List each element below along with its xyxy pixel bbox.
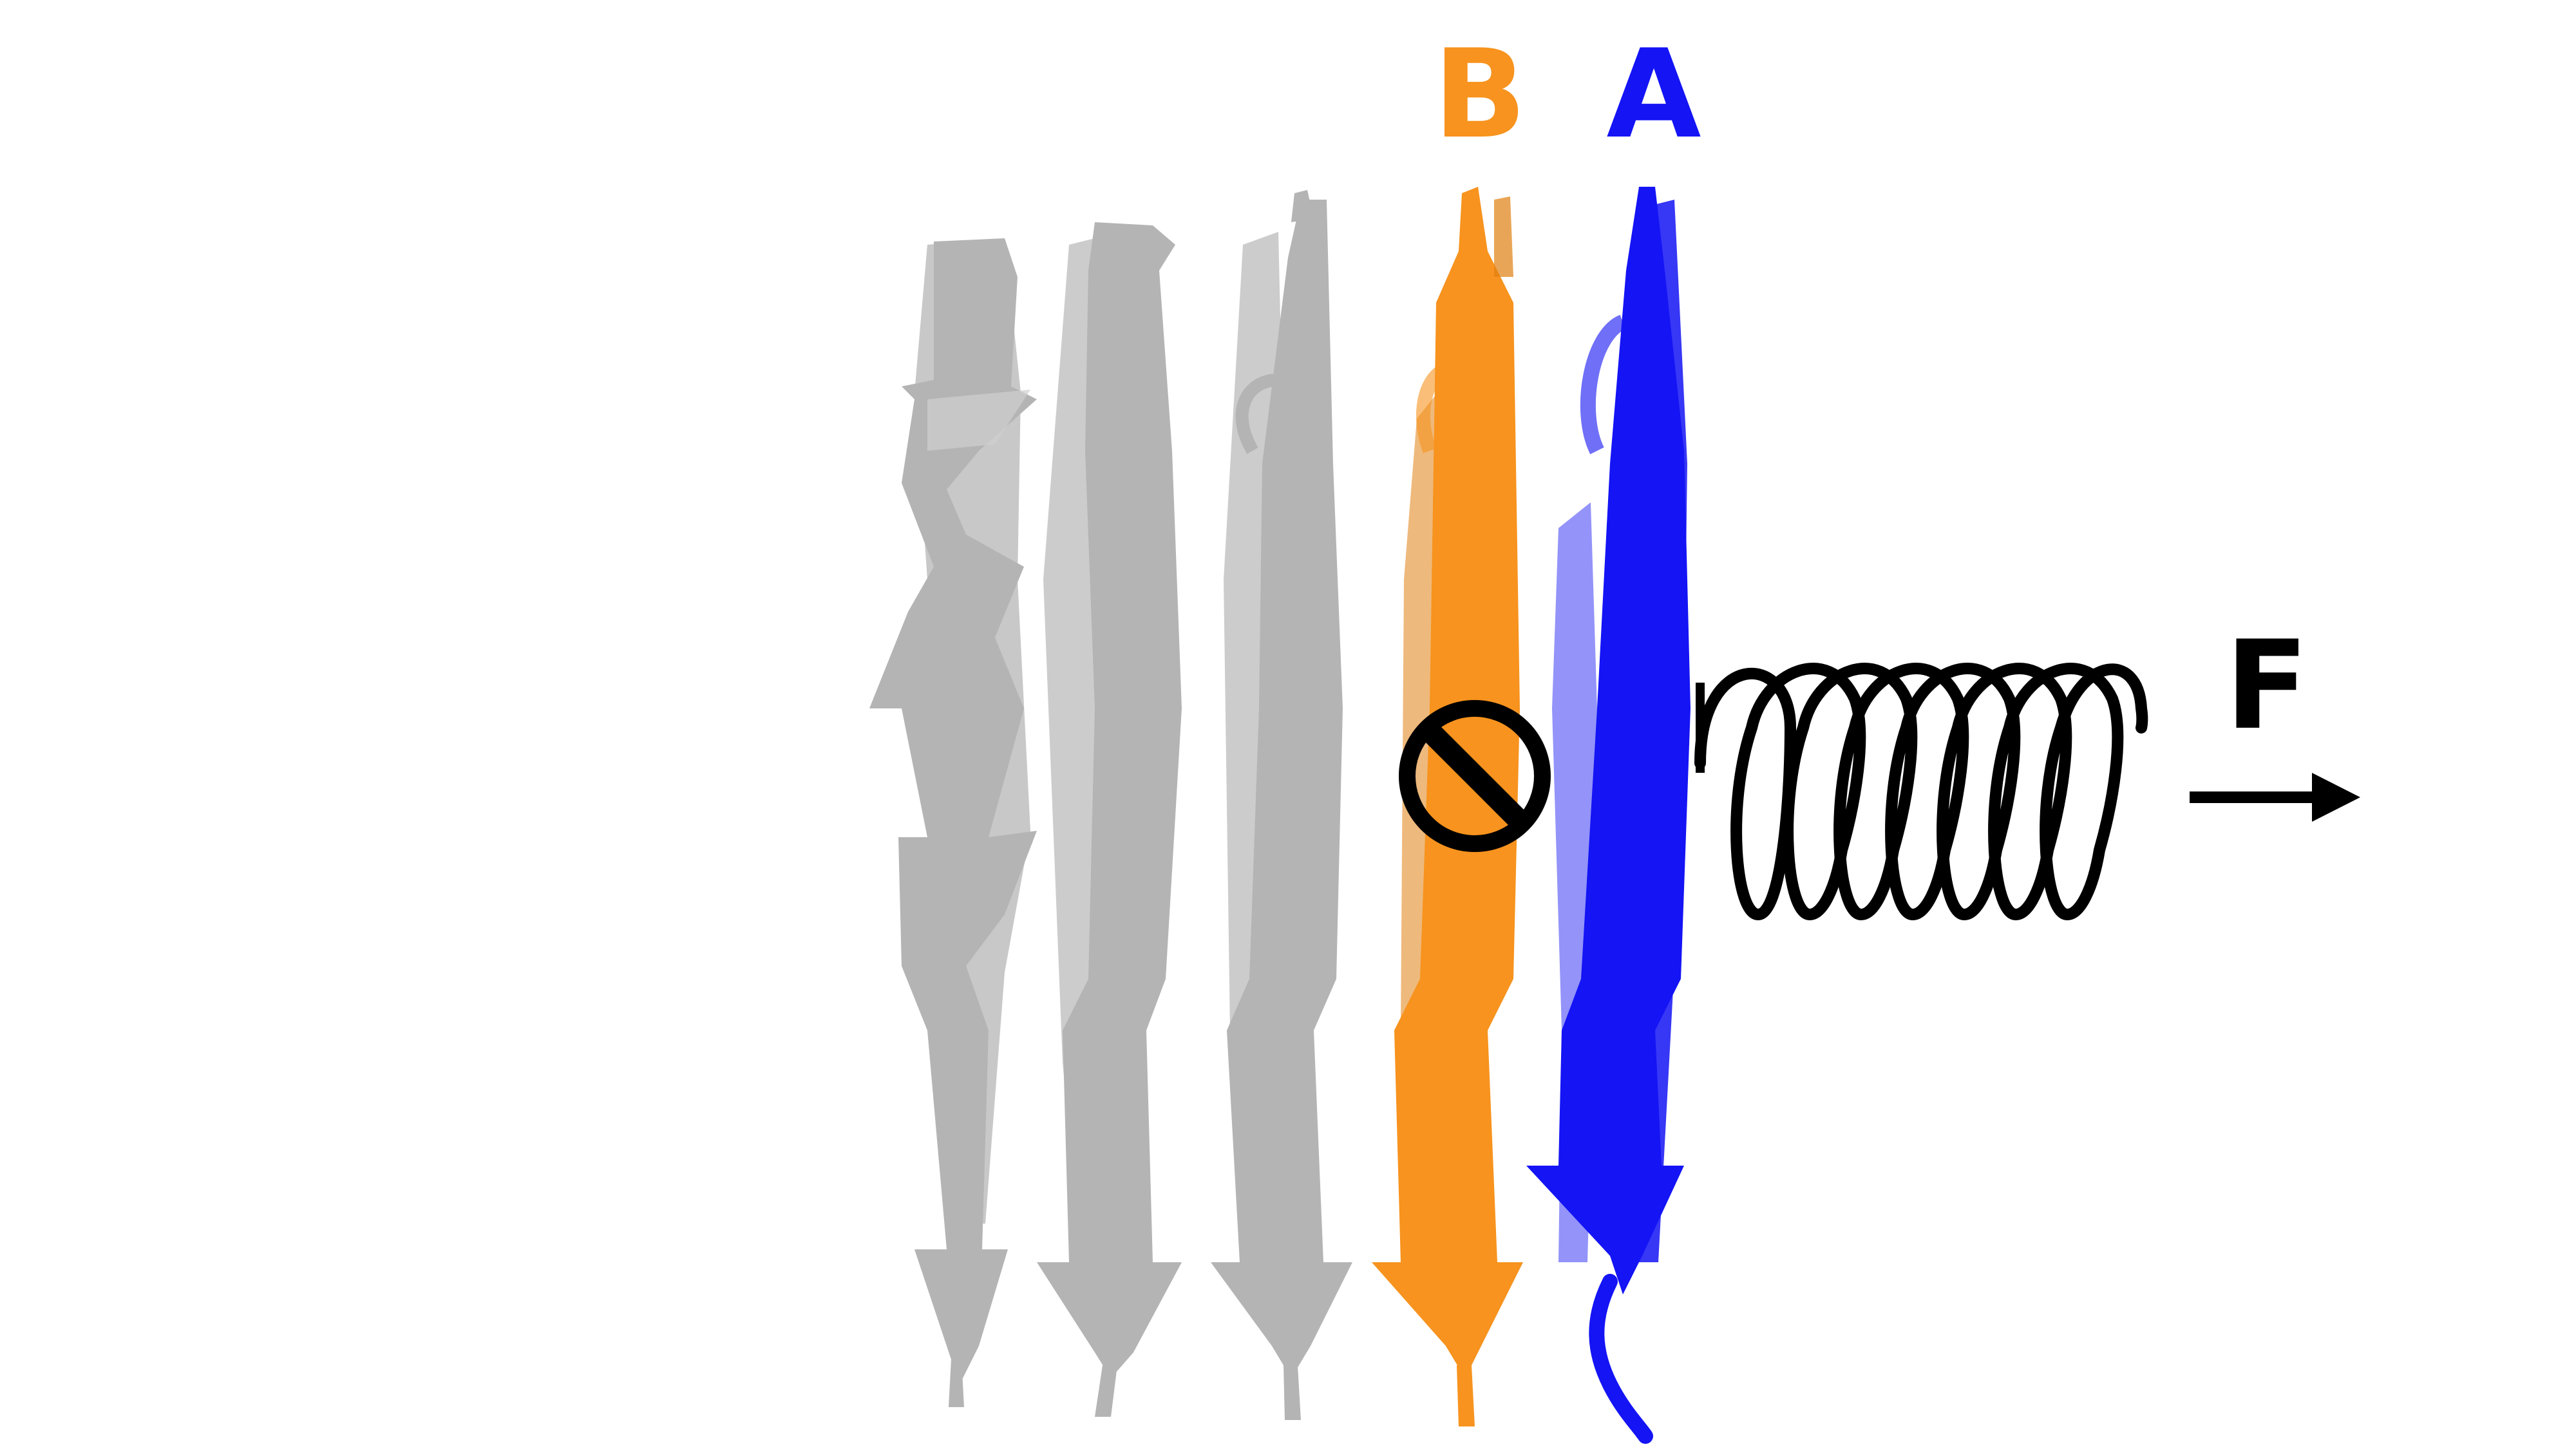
no-entry-bar: [1421, 723, 1528, 829]
gray-strand-3-loop: [1235, 374, 1279, 455]
gray-strand-2-tail: [1095, 1365, 1117, 1417]
gray-strand-3-tail: [1283, 1365, 1301, 1420]
strand-a-tail: [1589, 1274, 1653, 1444]
gray-strand-3-tip: [1291, 190, 1314, 222]
gray-strand-1-fold: [927, 390, 1030, 451]
gray-strand-2-body: [1037, 222, 1182, 1378]
no-entry-ring: [1399, 700, 1551, 852]
gray-strand-1-tail: [949, 1359, 964, 1407]
strand-a-loop: [1580, 314, 1627, 455]
gray-strand-3: [1211, 190, 1352, 1420]
gray-strand-2: [1037, 222, 1182, 1417]
gray-strand-1: [869, 238, 1037, 1407]
force-label: F: [2225, 614, 2309, 757]
strand-b-tip-2: [1494, 196, 1513, 277]
strand-b-tail: [1457, 1365, 1475, 1426]
no-entry-icon: [1399, 700, 1551, 852]
gray-strand-1-body: [869, 238, 1037, 1385]
coil-spring-icon: [1694, 663, 2148, 921]
strand-a-body: [1526, 187, 1690, 1294]
gray-strand-3-body: [1211, 200, 1352, 1378]
right-arrow-icon: [2190, 773, 2360, 822]
strand-b-body: [1372, 187, 1523, 1378]
strand-a: [1526, 187, 1690, 1444]
force-arrow-head: [2312, 773, 2360, 822]
spring-coil: [1694, 663, 2148, 921]
strand-a-label: A: [1606, 23, 1701, 166]
strand-b-label: B: [1434, 23, 1527, 166]
